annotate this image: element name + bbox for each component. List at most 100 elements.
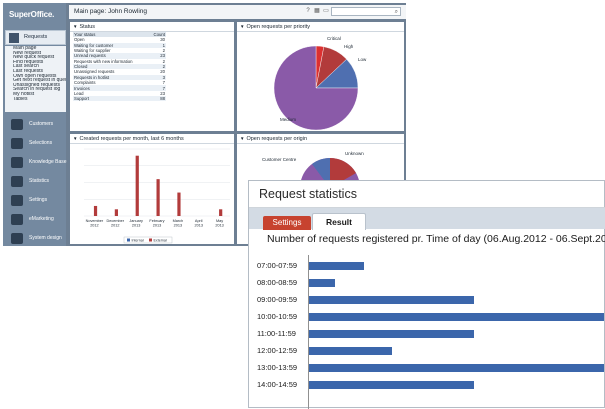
status-table: Your status Count Open 30 Waiting for cust… bbox=[73, 32, 166, 102]
nav-label: Knowledge Base bbox=[29, 159, 67, 165]
nav-customers[interactable]: Customers bbox=[7, 116, 65, 133]
bar-external bbox=[219, 209, 223, 216]
submenu-item[interactable]: Search in request log bbox=[13, 87, 61, 92]
time-bar bbox=[309, 364, 604, 372]
bar-external bbox=[135, 155, 139, 216]
collapse-arrow-icon[interactable]: ▼ bbox=[73, 136, 78, 141]
origin-label-unknown: Unknown bbox=[345, 151, 364, 156]
submenu-item[interactable]: New quick request bbox=[13, 55, 55, 60]
submenu-item[interactable]: Find requests bbox=[13, 59, 44, 65]
y-tick-label: 11:00-11:59 bbox=[257, 329, 296, 338]
statistics-icon bbox=[11, 176, 23, 187]
table-row[interactable]: Closed 2 bbox=[73, 64, 166, 70]
table-row[interactable]: Waiting for customer 1 bbox=[73, 42, 166, 49]
y-tick-label: 08:00-08:59 bbox=[257, 278, 298, 287]
submenu-item[interactable]: Unassigned requests bbox=[13, 82, 60, 88]
window-title: Request statistics bbox=[259, 187, 357, 201]
tick-label: January bbox=[129, 219, 143, 223]
legend-label-internal: Internal bbox=[132, 238, 144, 242]
bar-external bbox=[177, 192, 181, 216]
submenu-item[interactable]: Last search bbox=[13, 64, 39, 69]
nav-knowledge-base[interactable]: Knowledge Base bbox=[7, 154, 67, 171]
nav-emarketing[interactable]: eMarketing bbox=[7, 211, 65, 228]
time-bar bbox=[309, 279, 335, 287]
tick-label: 2013 bbox=[174, 224, 182, 228]
knowledge-base-icon bbox=[11, 157, 23, 168]
bar-external bbox=[114, 209, 118, 216]
superoffice-window: SuperOffice. Requests Main page New requ… bbox=[3, 3, 406, 246]
table-row[interactable]: Invoices 7 bbox=[73, 85, 166, 91]
nav-settings[interactable]: Settings bbox=[7, 192, 65, 209]
legend-swatch-external bbox=[149, 238, 152, 242]
tick-label: 2012 bbox=[111, 224, 119, 228]
submenu-item[interactable]: Own open requests bbox=[13, 73, 57, 79]
folder-icon[interactable]: ▭ bbox=[323, 8, 329, 14]
submenu-item[interactable]: Get next request in queue bbox=[13, 78, 66, 83]
y-tick-label: 09:00-09:59 bbox=[257, 295, 298, 304]
legend-swatch-internal bbox=[127, 238, 130, 242]
table-row[interactable]: Unread requests 23 bbox=[73, 53, 166, 59]
nav-system-design[interactable]: System design bbox=[7, 230, 65, 247]
system-design-icon bbox=[11, 233, 23, 244]
collapse-arrow-icon[interactable]: ▼ bbox=[240, 24, 245, 29]
submenu-item[interactable]: Last requests bbox=[13, 68, 44, 74]
nav-label: Statistics bbox=[29, 178, 50, 184]
time-bar bbox=[309, 296, 474, 304]
nav-label: Settings bbox=[29, 197, 48, 203]
table-row[interactable]: Requests in hotlist 3 bbox=[73, 74, 166, 81]
submenu-item[interactable]: Main page bbox=[13, 46, 37, 51]
chart-title: Number of requests registered pr. Time o… bbox=[267, 233, 605, 245]
search-input[interactable]: ⌕ bbox=[331, 7, 401, 16]
tick-label: 2013 bbox=[153, 224, 161, 228]
pie-label-low: Low bbox=[358, 57, 367, 62]
table-row[interactable]: Open 30 bbox=[74, 37, 165, 43]
search-icon[interactable]: ⌕ bbox=[394, 9, 398, 15]
nav-statistics[interactable]: Statistics bbox=[7, 173, 65, 190]
tick-label: 2013 bbox=[194, 224, 202, 228]
collapse-arrow-icon[interactable]: ▼ bbox=[73, 24, 78, 29]
nav-requests[interactable]: Requests bbox=[5, 30, 66, 45]
page-title: Main page: John Rowling bbox=[74, 8, 147, 15]
created-requests-chart: November2012December2012January2013Febru… bbox=[84, 148, 230, 244]
time-bar bbox=[309, 262, 364, 270]
bar-external bbox=[156, 179, 160, 216]
collapse-arrow-icon[interactable]: ▼ bbox=[240, 136, 245, 141]
legend-box bbox=[123, 236, 173, 244]
selections-icon bbox=[11, 138, 23, 149]
pie-label-medium: Medium bbox=[280, 117, 296, 122]
table-row[interactable]: Requests with new information 2 bbox=[74, 58, 165, 64]
top-bar: Main page: John Rowling ? ▦ ▭ ⌕ bbox=[69, 5, 406, 19]
pie-slice-medium bbox=[273, 45, 359, 131]
table-row[interactable]: Support 88 bbox=[73, 96, 166, 102]
priority-pie-header[interactable]: ▼ Open requests per priority bbox=[237, 22, 404, 32]
status-panel-header[interactable]: ▼ Status bbox=[70, 22, 234, 32]
tab-result[interactable]: Result bbox=[312, 213, 366, 230]
tick-label: 2012 bbox=[90, 224, 98, 228]
superoffice-logo: SuperOffice. bbox=[9, 10, 55, 19]
window-header: Request statistics bbox=[249, 181, 605, 208]
table-row[interactable]: Unassigned requests 20 bbox=[74, 69, 165, 75]
created-requests-header[interactable]: ▼ Created requests per month, last 6 mont… bbox=[70, 134, 234, 144]
tick-label: 2013 bbox=[132, 224, 140, 228]
chart-axis bbox=[308, 255, 309, 409]
help-icon[interactable]: ? bbox=[306, 8, 310, 14]
submenu-item[interactable]: Tables bbox=[13, 96, 28, 102]
tick-label: March bbox=[173, 219, 184, 223]
table-header: Your status Count bbox=[73, 32, 166, 38]
nav-label: Selections bbox=[29, 140, 53, 146]
layout-icon[interactable]: ▦ bbox=[314, 8, 320, 14]
sidebar: SuperOffice. Requests Main page New requ… bbox=[3, 3, 67, 247]
tab-settings[interactable]: Settings bbox=[263, 216, 311, 230]
y-tick-label: 12:00-12:59 bbox=[257, 346, 298, 355]
table-row[interactable]: Waiting for supplier 2 bbox=[74, 48, 165, 54]
origin-pie-header[interactable]: ▼ Open requests per origin bbox=[237, 134, 404, 144]
submenu-item[interactable]: My hotlist bbox=[13, 91, 35, 97]
tick-label: February bbox=[149, 219, 164, 223]
nav-selections[interactable]: Selections bbox=[7, 135, 65, 152]
y-tick-label: 14:00-14:59 bbox=[257, 380, 298, 389]
time-bar bbox=[309, 330, 474, 338]
table-row[interactable]: Complaints 7 bbox=[74, 80, 165, 86]
y-tick-label: 10:00-10:59 bbox=[257, 312, 298, 321]
submenu-item[interactable]: New request bbox=[13, 50, 42, 56]
table-row[interactable]: Lead 23 bbox=[74, 90, 165, 96]
